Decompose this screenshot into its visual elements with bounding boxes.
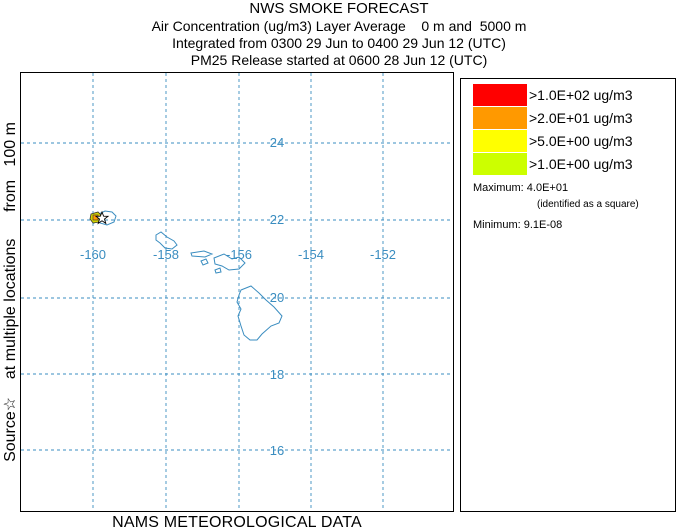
title-subtitle-integration: Integrated from 0300 29 Jun to 0400 29 J… [172, 35, 506, 51]
map-panel: -160 -158 -156 -154 -152 24 22 20 18 16 [20, 72, 454, 512]
star-icon [94, 210, 110, 225]
maximum-note: (identified as a square) [537, 199, 639, 210]
source-label-text: Source☆ at multiple locations from 100 m [2, 122, 19, 462]
meteorological-data-label: NAMS METEOROLOGICAL DATA [112, 514, 362, 531]
title-subtitle-concentration: Air Concentration (ug/m3) Layer Average … [151, 18, 527, 34]
source-side-label: Source☆ at multiple locations from 100 m [0, 72, 20, 512]
legend-entry-orange: >2.0E+01 ug/m3 [473, 107, 633, 129]
graticule [21, 73, 453, 511]
maui-island [213, 253, 246, 271]
lat-label-24: 24 [270, 135, 284, 150]
legend-entry-yellow: >5.0E+00 ug/m3 [473, 130, 633, 152]
concentration-legend: >1.0E+02 ug/m3 >2.0E+01 ug/m3 >5.0E+00 u… [460, 78, 676, 512]
lon-label-160: -160 [80, 247, 106, 262]
title-block: NWS SMOKE FORECAST Air Concentration (ug… [0, 0, 678, 69]
hawaii-island [236, 285, 283, 341]
legend-label-lime: >1.0E+00 ug/m3 [529, 156, 633, 172]
molokai-island [190, 250, 214, 258]
latitude-labels: 24 22 20 18 16 [270, 135, 284, 458]
lon-label-158: -158 [153, 247, 179, 262]
longitude-labels: -160 -158 -156 -154 -152 [80, 247, 396, 262]
legend-swatch-orange [473, 107, 527, 129]
oahu-island [155, 231, 178, 250]
minimum-value: Minimum: 9.1E-08 [473, 219, 563, 231]
legend-entry-lime: >1.0E+00 ug/m3 [473, 153, 633, 175]
legend-label-red: >1.0E+02 ug/m3 [529, 87, 633, 103]
title-subtitle-release: PM25 Release started at 0600 28 Jun 12 (… [190, 52, 488, 68]
lat-label-16: 16 [270, 443, 284, 458]
lat-label-20: 20 [270, 290, 284, 305]
maximum-value: Maximum: 4.0E+01 [473, 182, 569, 194]
legend-swatch-red [473, 84, 527, 106]
legend-label-yellow: >5.0E+00 ug/m3 [529, 133, 633, 149]
lon-label-156: -156 [226, 247, 252, 262]
lon-label-152: -152 [370, 247, 396, 262]
lat-label-22: 22 [270, 212, 284, 227]
coastlines [91, 210, 283, 341]
kahoolawe-island [214, 267, 222, 274]
lat-label-18: 18 [270, 367, 284, 382]
legend-label-orange: >2.0E+01 ug/m3 [529, 110, 633, 126]
legend-entry-red: >1.0E+02 ug/m3 [473, 84, 633, 106]
legend-swatch-yellow [473, 130, 527, 152]
legend-swatch-lime [473, 153, 527, 175]
map-title: NWS SMOKE FORECAST [249, 0, 429, 17]
lanai-island [200, 258, 209, 266]
map-canvas: -160 -158 -156 -154 -152 24 22 20 18 16 [21, 73, 453, 511]
lon-label-154: -154 [298, 247, 324, 262]
